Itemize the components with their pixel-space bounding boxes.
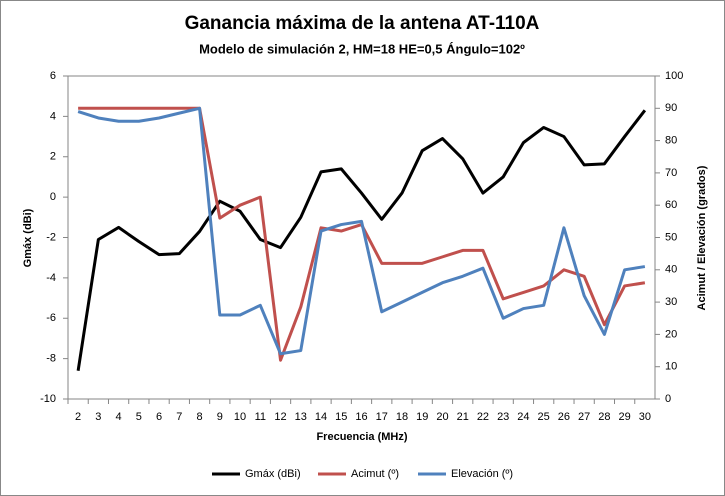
x-tick-label: 27 xyxy=(578,411,590,423)
y2-tick-label: 40 xyxy=(665,264,677,276)
x-tick-label: 24 xyxy=(517,411,529,423)
legend-label: Gmáx (dBi) xyxy=(245,468,301,480)
x-tick-label: 18 xyxy=(396,411,408,423)
y2-tick-label: 30 xyxy=(665,296,677,308)
y2-tick-label: 60 xyxy=(665,199,677,211)
x-tick-label: 10 xyxy=(234,411,246,423)
y2-tick-label: 50 xyxy=(665,231,677,243)
chart-subtitle: Modelo de simulación 2, HM=18 HE=0,5 Áng… xyxy=(199,41,525,56)
y2-tick-label: 90 xyxy=(665,102,677,114)
y2-tick-label: 20 xyxy=(665,328,677,340)
y2-tick-label: 0 xyxy=(665,393,671,405)
x-tick-label: 7 xyxy=(176,411,182,423)
x-axis-title: Frecuencia (MHz) xyxy=(316,431,407,443)
y2-tick-label: 80 xyxy=(665,135,677,147)
y-tick-label: -10 xyxy=(40,393,56,405)
legend-label: Elevación (º) xyxy=(451,468,513,480)
x-tick-label: 13 xyxy=(295,411,307,423)
x-tick-label: 23 xyxy=(497,411,509,423)
x-tick-label: 26 xyxy=(558,411,570,423)
x-tick-label: 28 xyxy=(598,411,610,423)
x-tick-label: 17 xyxy=(376,411,388,423)
x-tick-label: 21 xyxy=(457,411,469,423)
x-tick-label: 29 xyxy=(619,411,631,423)
y2-tick-label: 100 xyxy=(665,70,683,82)
y-tick-label: 2 xyxy=(50,151,56,163)
x-tick-label: 5 xyxy=(136,411,142,423)
y2-tick-label: 10 xyxy=(665,361,677,373)
y-tick-label: -2 xyxy=(46,231,56,243)
x-tick-label: 11 xyxy=(255,411,266,423)
x-tick-label: 4 xyxy=(116,411,122,423)
x-tick-label: 8 xyxy=(197,411,203,423)
x-tick-label: 2 xyxy=(75,411,81,423)
x-tick-label: 15 xyxy=(335,411,347,423)
x-tick-label: 14 xyxy=(315,411,327,423)
y-tick-label: 4 xyxy=(50,110,56,122)
x-tick-label: 6 xyxy=(156,411,162,423)
y-tick-label: 0 xyxy=(50,191,56,203)
y-tick-label: -4 xyxy=(46,272,56,284)
y-axis-title: Gmáx (dBi) xyxy=(22,208,34,267)
legend-label: Acimut (º) xyxy=(351,468,399,480)
x-tick-label: 20 xyxy=(436,411,448,423)
chart-title: Ganancia máxima de la antena AT-110A xyxy=(185,13,540,34)
x-tick-label: 22 xyxy=(477,411,489,423)
x-tick-label: 30 xyxy=(639,411,651,423)
y2-axis-title: Acimut / Elevación (grados) xyxy=(696,165,708,310)
x-tick-label: 12 xyxy=(274,411,286,423)
y-tick-label: -6 xyxy=(46,312,56,324)
x-tick-label: 25 xyxy=(538,411,550,423)
y-tick-label: -8 xyxy=(46,353,56,365)
y2-tick-label: 70 xyxy=(665,167,677,179)
series-line xyxy=(76,109,647,371)
y-tick-label: 6 xyxy=(50,70,56,82)
x-tick-label: 16 xyxy=(355,411,367,423)
x-tick-label: 3 xyxy=(95,411,101,423)
x-tick-label: 19 xyxy=(416,411,428,423)
x-tick-label: 9 xyxy=(217,411,223,423)
series-line xyxy=(77,106,646,356)
